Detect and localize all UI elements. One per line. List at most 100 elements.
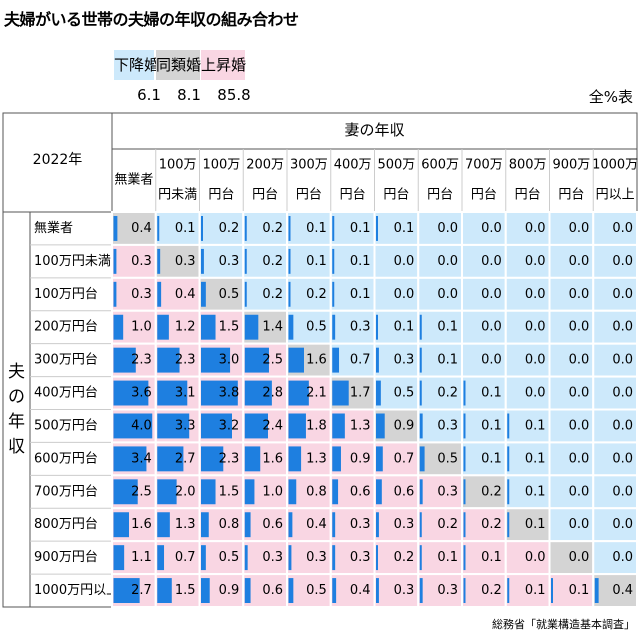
- heatmap-cell: [329, 507, 376, 543]
- cell-value: 0.1: [525, 418, 546, 433]
- value-bar: [332, 281, 335, 307]
- value-bar: [376, 545, 378, 571]
- cell-value: 0.4: [175, 287, 196, 302]
- value-bar: [507, 512, 510, 538]
- cell-value: 0.0: [569, 254, 590, 269]
- cell-value: 0.0: [525, 254, 546, 269]
- heatmap-cell: [461, 211, 507, 246]
- value-bar: [376, 479, 382, 505]
- heatmap-cell: [154, 276, 201, 312]
- cell-value: 3.6: [131, 386, 152, 401]
- value-bar: [376, 314, 378, 340]
- cell-value: 0.3: [306, 550, 327, 565]
- value-bar: [332, 545, 336, 571]
- heatmap-cell: [286, 309, 332, 345]
- value-bar: [419, 512, 422, 538]
- cell-value: 0.2: [262, 254, 283, 269]
- cell-value: 3.1: [175, 386, 196, 401]
- value-bar: [463, 545, 466, 571]
- cell-value: 2.0: [175, 484, 196, 499]
- cell-value: 0.0: [612, 221, 633, 236]
- cell-value: 2.5: [131, 484, 152, 499]
- cell-value: 0.0: [525, 550, 546, 565]
- cell-value: 1.8: [306, 418, 327, 433]
- heatmap-cell: [461, 507, 507, 543]
- cell-value: 0.1: [437, 353, 458, 368]
- cell-value: 0.1: [175, 221, 196, 236]
- heatmap-cell: [504, 573, 551, 608]
- cell-value: 0.2: [437, 386, 458, 401]
- row-label: 無業者: [34, 220, 73, 236]
- heatmap-cell: [548, 309, 595, 345]
- value-bar: [157, 413, 190, 439]
- cell-value: 1.5: [219, 484, 240, 499]
- cell-value: 3.2: [219, 418, 240, 433]
- row-label: 800万円台: [34, 517, 98, 532]
- value-bar: [244, 479, 255, 505]
- cell-value: 0.2: [219, 221, 240, 236]
- value-bar: [332, 314, 336, 340]
- heatmap-cell: [373, 309, 420, 345]
- value-bar: [157, 216, 160, 241]
- value-bar: [463, 479, 466, 505]
- value-bar: [113, 512, 129, 538]
- cell-value: 0.3: [175, 254, 196, 269]
- value-bar: [113, 578, 140, 603]
- heatmap-cell: [504, 375, 551, 411]
- cell-value: 0.0: [569, 353, 590, 368]
- cell-value: 0.1: [569, 583, 590, 598]
- value-bar: [376, 380, 381, 406]
- cell-value: 0.1: [306, 221, 327, 236]
- cell-value: 1.5: [175, 583, 196, 598]
- cell-value: 2.5: [262, 353, 283, 368]
- heatmap-cell: [504, 408, 551, 444]
- cell-value: 2.3: [131, 353, 152, 368]
- value-bar: [157, 314, 169, 340]
- cell-value: 0.1: [437, 320, 458, 335]
- column-label: 100万: [202, 158, 240, 173]
- cell-value: 0.1: [481, 386, 502, 401]
- column-label: 700万: [465, 158, 503, 173]
- cell-value: 0.3: [131, 287, 152, 302]
- unit-note: 全%表: [588, 88, 633, 106]
- cell-value: 0.3: [219, 254, 240, 269]
- cell-value: 0.1: [481, 418, 502, 433]
- column-label: 円台: [427, 188, 453, 203]
- value-bar: [419, 446, 425, 472]
- heatmap-cell: [592, 507, 638, 543]
- heatmap-cell: [417, 474, 463, 510]
- cell-value: 0.1: [481, 451, 502, 466]
- legend-kakonkon: 下降婚: [114, 50, 159, 80]
- chart-title: 夫婦がいる世帯の夫婦の年収の組み合わせ: [4, 10, 299, 29]
- value-bar: [376, 446, 383, 472]
- row-label: 100万円台: [34, 287, 98, 302]
- cell-value: 0.0: [525, 386, 546, 401]
- cell-value: 0.3: [394, 583, 415, 598]
- cell-value: 0.0: [394, 287, 415, 302]
- cell-value: 0.0: [569, 517, 590, 532]
- value-bar: [288, 347, 304, 373]
- heatmap-cell: [286, 540, 332, 576]
- cell-value: 0.1: [437, 550, 458, 565]
- value-bar: [157, 578, 172, 603]
- legend-total-doruikon: 8.1: [177, 86, 201, 104]
- cell-value: 0.1: [525, 583, 546, 598]
- cell-value: 0.0: [612, 320, 633, 335]
- cell-value: 1.3: [306, 451, 327, 466]
- column-label: 円台: [252, 188, 278, 203]
- cell-value: 0.0: [612, 386, 633, 401]
- row-label: 400万円台: [34, 386, 98, 401]
- value-bar: [201, 216, 203, 241]
- cell-value: 0.0: [569, 287, 590, 302]
- column-label: 100万: [159, 158, 197, 173]
- value-bar: [507, 578, 510, 603]
- heatmap-cell: [417, 211, 463, 246]
- column-label: 400万: [334, 158, 372, 173]
- value-bar: [332, 479, 339, 505]
- year-label: 2022年: [33, 152, 83, 168]
- cell-value: 0.2: [394, 550, 415, 565]
- cell-value: 0.0: [525, 320, 546, 335]
- cell-value: 0.0: [437, 287, 458, 302]
- cell-value: 0.2: [481, 484, 502, 499]
- cell-value: 0.6: [350, 484, 371, 499]
